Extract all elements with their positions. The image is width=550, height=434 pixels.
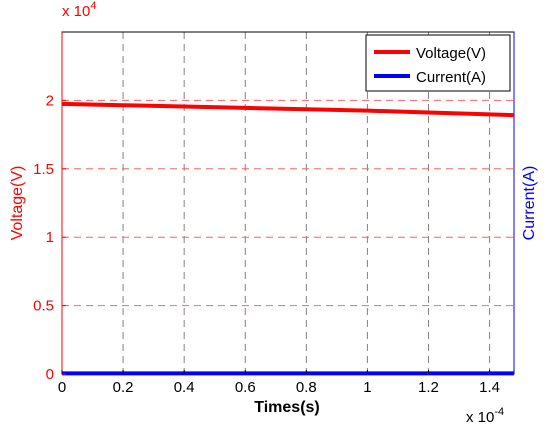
x-tick-label: 0.2 — [113, 379, 134, 396]
x-tick-label: 0.4 — [174, 379, 195, 396]
x-tick-label: 0 — [58, 379, 66, 396]
legend-label-current: Current(A) — [416, 69, 486, 86]
x-tick-label: 0.6 — [235, 379, 256, 396]
x-multiplier-label: x 10-4 — [466, 406, 504, 426]
x-tick-label: 0.8 — [296, 379, 317, 396]
left-y-axis-title: Voltage(V) — [9, 166, 26, 241]
x-tick-label: 1 — [363, 379, 371, 396]
series-layer — [61, 101, 515, 376]
y-tick-label: 1.5 — [33, 161, 54, 178]
grid-lines — [62, 32, 514, 374]
series-line-voltage — [61, 101, 515, 118]
x-axis-title: Times(s) — [254, 399, 320, 416]
axis-ticks: 0 0.2 0.4 0.6 0.8 1 1.2 1.4 0 0.5 1 1.5 2 — [33, 92, 500, 396]
legend: Voltage(V) Current(A) — [365, 34, 511, 92]
y-tick-label: 2 — [46, 92, 54, 109]
y-tick-label: 0 — [46, 366, 54, 383]
right-y-axis-title: Current(A) — [521, 166, 538, 241]
x-tick-label: 1.4 — [479, 379, 500, 396]
y-tick-label: 0.5 — [33, 298, 54, 315]
legend-box — [365, 34, 511, 92]
y-multiplier-label: x 104 — [62, 0, 96, 20]
y-tick-label: 1 — [46, 229, 54, 246]
x-tick-label: 1.2 — [418, 379, 439, 396]
legend-label-voltage: Voltage(V) — [416, 45, 486, 62]
